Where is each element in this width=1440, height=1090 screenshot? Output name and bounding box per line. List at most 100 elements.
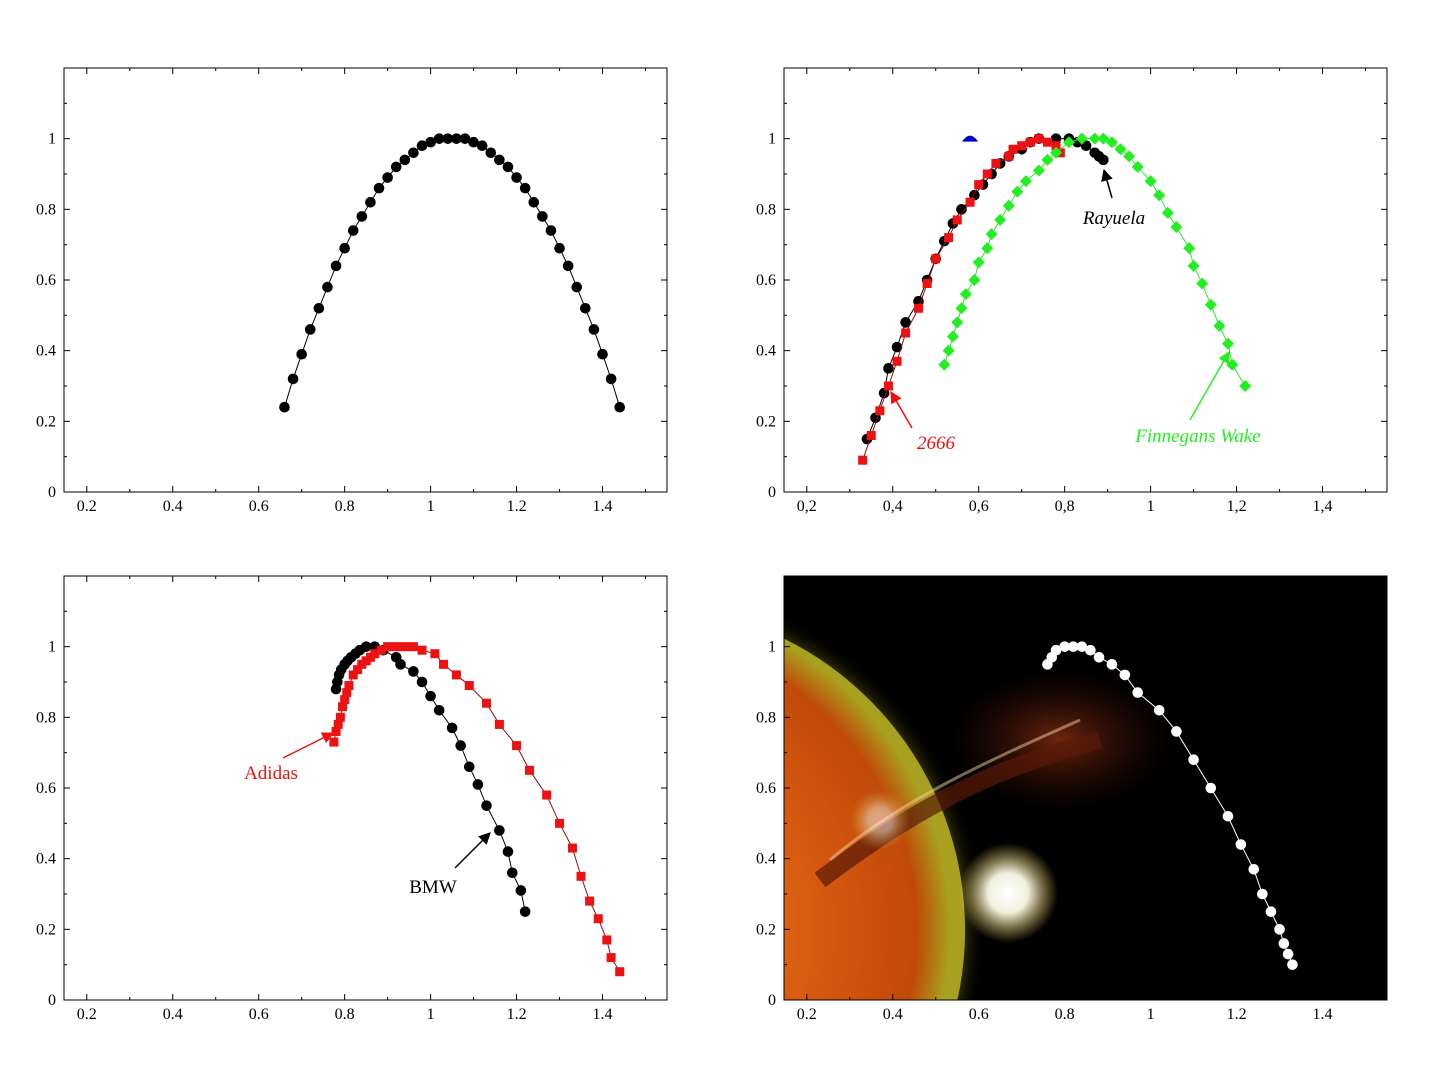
data-point (331, 726, 341, 736)
x-tick-label: 0,8 (1055, 498, 1075, 515)
data-point (464, 681, 474, 691)
data-point (391, 642, 401, 652)
data-point (858, 455, 868, 465)
y-tick-label: 0.4 (36, 343, 56, 360)
series-4 (962, 135, 979, 142)
data-point (353, 665, 363, 675)
data-point (329, 737, 339, 747)
data-point (430, 649, 440, 659)
data-point (537, 211, 548, 222)
data-point (373, 182, 385, 194)
data-point (1019, 175, 1032, 188)
data-point (1105, 136, 1118, 149)
data-point (938, 358, 951, 371)
annotation-arrow (890, 390, 913, 429)
data-point (951, 316, 964, 329)
series-adidas (329, 642, 625, 977)
data-point (390, 161, 402, 173)
data-point (1097, 132, 1110, 145)
data-point (1170, 221, 1183, 233)
data-point (330, 260, 342, 272)
data-point (875, 406, 885, 416)
data-point (883, 381, 893, 391)
data-point (942, 344, 955, 357)
data-point (481, 698, 491, 708)
data-point (1032, 164, 1045, 177)
annotation-label: Rayuela (1082, 208, 1145, 229)
data-point (1248, 863, 1260, 875)
data-point (1188, 754, 1199, 766)
data-point (1114, 143, 1127, 156)
data-point (1076, 641, 1088, 652)
y-tick-label: 0.8 (36, 709, 56, 726)
data-point (962, 135, 979, 142)
x-tick-label: 1 (1147, 498, 1155, 515)
data-point (433, 704, 445, 716)
data-point (974, 180, 984, 190)
x-tick-label: 0.2 (77, 1006, 97, 1023)
sun-flare (958, 843, 1058, 943)
data-point (494, 154, 505, 166)
y-tick-label: 0.2 (756, 921, 776, 938)
data-point (1204, 298, 1217, 311)
data-point (1282, 948, 1294, 960)
data-point (416, 140, 428, 152)
data-point (1017, 141, 1027, 151)
data-point (313, 302, 325, 314)
y-tick-label: 0.4 (756, 851, 776, 868)
data-point (1002, 199, 1015, 212)
data-point (1042, 137, 1052, 147)
data-point (576, 871, 586, 881)
data-point (606, 953, 616, 963)
data-point (304, 324, 316, 335)
data-point (408, 666, 419, 677)
data-point (1062, 136, 1075, 149)
data-point (400, 642, 410, 652)
x-tick-label: 0,6 (969, 498, 989, 515)
data-point (1187, 259, 1200, 272)
x-tick-label: 1,4 (1313, 498, 1333, 515)
y-tick-label: 0.2 (756, 413, 776, 430)
x-tick-label: 0.6 (249, 1006, 269, 1023)
y-tick-label: 0.6 (756, 272, 776, 289)
data-point (1106, 659, 1118, 670)
data-point (1221, 337, 1234, 350)
data-point (481, 800, 492, 811)
series-1 (1042, 641, 1298, 970)
data-point (883, 363, 894, 374)
data-point (1213, 319, 1226, 332)
data-point (956, 204, 967, 215)
data-point (512, 741, 522, 751)
data-point (339, 242, 350, 254)
y-tick-label: 0 (48, 484, 56, 501)
data-point (494, 719, 504, 729)
data-point (580, 302, 591, 314)
data-point (1088, 132, 1101, 145)
data-point (395, 659, 406, 670)
data-point (1183, 242, 1196, 255)
data-point (417, 645, 427, 655)
data-point (1287, 959, 1298, 970)
y-tick-label: 0 (768, 484, 776, 501)
data-point (287, 373, 299, 385)
data-point (519, 182, 531, 194)
chart-panel-2: 0,2 0,4 0,6 0,8 1 1,2 1,4 0 0.2 0.4 0.6 0.8 1 Rayuela… (756, 67, 1388, 515)
annotation-arrow (454, 832, 491, 869)
data-point (1235, 839, 1247, 850)
data-point (1008, 144, 1018, 154)
x-tick-label: 1 (427, 1006, 435, 1023)
data-point (515, 885, 527, 896)
data-point (519, 906, 531, 917)
data-point (333, 719, 343, 729)
sun-filament (814, 731, 1103, 888)
x-tick-label: 1.2 (507, 498, 527, 515)
data-point (342, 688, 352, 698)
data-point (922, 279, 932, 289)
data-point (892, 356, 902, 366)
data-point (981, 242, 994, 255)
data-point (866, 430, 876, 440)
data-point (585, 896, 595, 906)
data-point (279, 401, 290, 413)
data-point (1131, 160, 1144, 173)
data-point (1098, 154, 1109, 166)
